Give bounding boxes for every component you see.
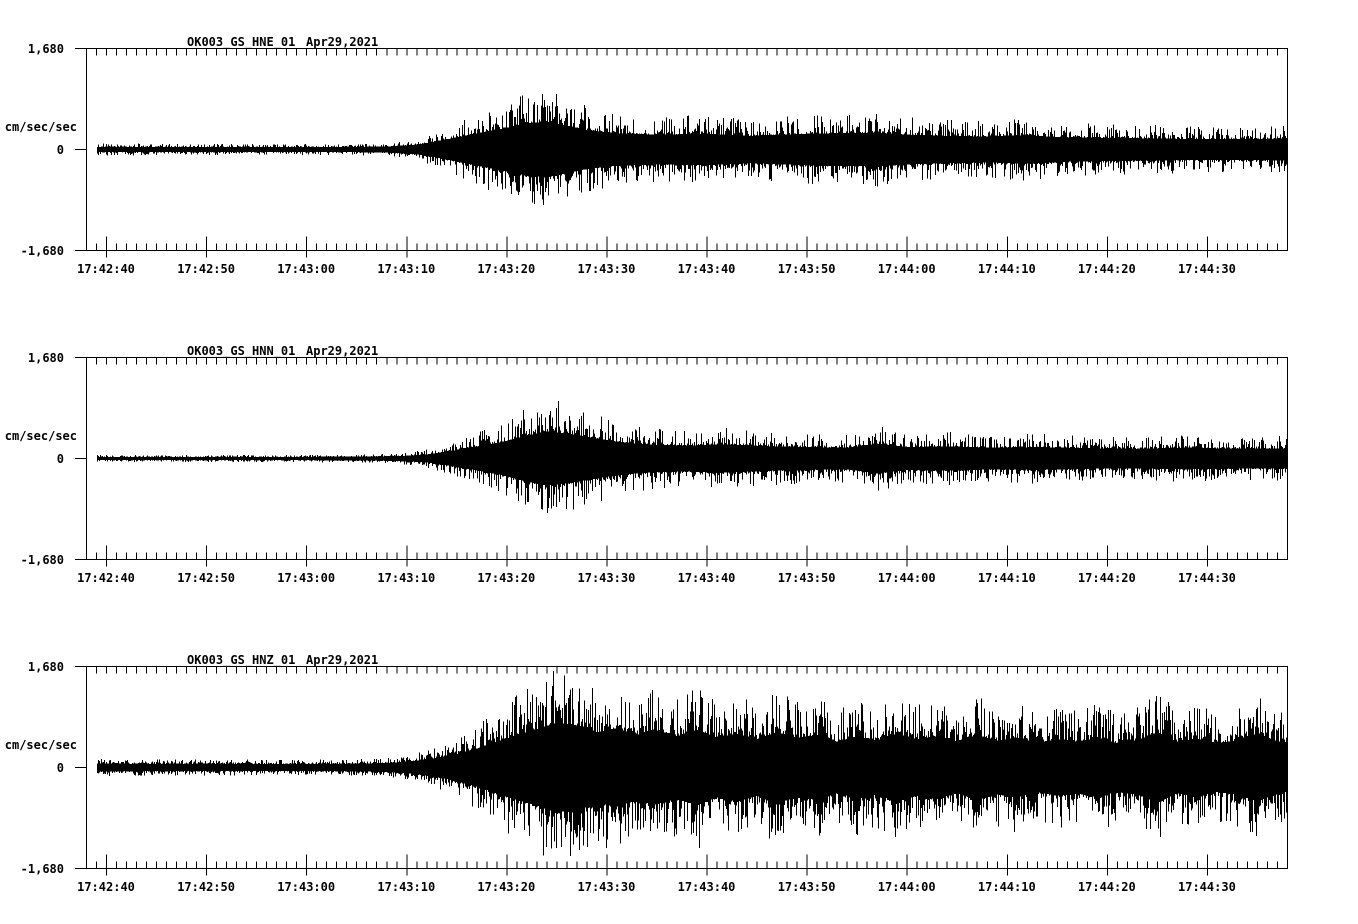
y-axis-unit-label: cm/sec/sec [5, 429, 77, 443]
x-tick-label: 17:43:10 [377, 262, 435, 276]
panel-title-station: OK003_GS_HNZ_01 [187, 653, 295, 668]
x-tick-label: 17:43:00 [277, 262, 335, 276]
y-tick-label-min: -1,680 [21, 553, 64, 567]
y-tick-label-max: 1,680 [28, 351, 64, 365]
waveform-trace-hne [97, 93, 1287, 205]
x-tick-label: 17:42:40 [77, 262, 135, 276]
x-tick-label: 17:43:20 [477, 262, 535, 276]
seismogram-panel-hnz: OK003_GS_HNZ_01 Apr29,2021 1,680 cm/sec/… [0, 618, 1358, 924]
x-tick-label: 17:43:20 [477, 571, 535, 585]
axis-frame-and-ticks [75, 48, 1288, 258]
x-tick-label: 17:44:10 [978, 880, 1036, 894]
x-tick-label: 17:43:00 [277, 571, 335, 585]
plot-frame [75, 48, 1288, 258]
x-tick-label: 17:44:30 [1178, 571, 1236, 585]
x-tick-label: 17:42:40 [77, 880, 135, 894]
x-tick-label: 17:43:30 [578, 262, 636, 276]
x-tick-label: 17:43:50 [778, 880, 836, 894]
panel-title-station: OK003_GS_HNN_01 [187, 344, 295, 359]
x-tick-label: 17:42:50 [177, 880, 235, 894]
plot-frame [75, 357, 1288, 567]
axis-frame-and-ticks [75, 357, 1288, 567]
panel-title-station: OK003_GS_HNE_01 [187, 35, 295, 50]
x-tick-label: 17:43:50 [778, 571, 836, 585]
panel-title-date: Apr29,2021 [306, 653, 378, 667]
x-tick-label: 17:43:40 [678, 880, 736, 894]
axis-frame-and-ticks [75, 666, 1288, 876]
y-tick-label-zero: 0 [57, 761, 64, 775]
x-tick-label: 17:44:30 [1178, 262, 1236, 276]
seismogram-chart-hnn: OK003_GS_HNN_01 Apr29,2021 1,680 cm/sec/… [5, 344, 1288, 585]
x-tick-label: 17:42:50 [177, 571, 235, 585]
seismogram-panel-hnn: OK003_GS_HNN_01 Apr29,2021 1,680 cm/sec/… [0, 309, 1358, 618]
seismogram-chart-hne: OK003_GS_HNE_01 Apr29,2021 1,680 cm/sec/… [5, 35, 1288, 276]
x-tick-label: 17:43:40 [678, 262, 736, 276]
waveform-trace-hnz [97, 671, 1287, 856]
x-tick-label: 17:44:00 [878, 880, 936, 894]
x-tick-label: 17:43:40 [678, 571, 736, 585]
x-tick-label: 17:44:20 [1078, 880, 1136, 894]
x-tick-label: 17:43:50 [778, 262, 836, 276]
y-axis-unit-label: cm/sec/sec [5, 738, 77, 752]
x-axis-tick-labels: 17:42:40 17:42:50 17:43:00 17:43:10 17:43:20… [77, 262, 1236, 276]
seismogram-chart-hnz: OK003_GS_HNZ_01 Apr29,2021 1,680 cm/sec/… [5, 653, 1288, 894]
x-tick-label: 17:43:30 [578, 880, 636, 894]
panel-title-date: Apr29,2021 [306, 35, 378, 49]
y-tick-label-zero: 0 [57, 143, 64, 157]
x-axis-tick-labels: 17:42:40 17:42:50 17:43:00 17:43:10 17:43:20… [77, 571, 1236, 585]
x-tick-label: 17:44:00 [878, 571, 936, 585]
y-tick-label-zero: 0 [57, 452, 64, 466]
x-tick-label: 17:44:20 [1078, 571, 1136, 585]
y-tick-label-min: -1,680 [21, 244, 64, 258]
panel-title-date: Apr29,2021 [306, 344, 378, 358]
x-tick-label: 17:43:30 [578, 571, 636, 585]
x-tick-label: 17:43:20 [477, 880, 535, 894]
seismogram-panel-hne: OK003_GS_HNE_01 Apr29,2021 1,680 cm/sec/… [0, 0, 1358, 309]
x-tick-label: 17:42:40 [77, 571, 135, 585]
x-tick-label: 17:43:10 [377, 571, 435, 585]
y-axis-unit-label: cm/sec/sec [5, 120, 77, 134]
x-tick-label: 17:44:00 [878, 262, 936, 276]
waveform-trace-hnn [97, 401, 1287, 513]
x-tick-label: 17:44:30 [1178, 880, 1236, 894]
x-tick-label: 17:43:00 [277, 880, 335, 894]
y-tick-label-min: -1,680 [21, 862, 64, 876]
x-tick-label: 17:44:20 [1078, 262, 1136, 276]
y-tick-label-max: 1,680 [28, 660, 64, 674]
x-tick-label: 17:43:10 [377, 880, 435, 894]
x-tick-label: 17:44:10 [978, 262, 1036, 276]
plot-frame [75, 666, 1288, 876]
x-tick-label: 17:42:50 [177, 262, 235, 276]
y-tick-label-max: 1,680 [28, 42, 64, 56]
x-axis-tick-labels: 17:42:40 17:42:50 17:43:00 17:43:10 17:43:20… [77, 880, 1236, 894]
x-tick-label: 17:44:10 [978, 571, 1036, 585]
